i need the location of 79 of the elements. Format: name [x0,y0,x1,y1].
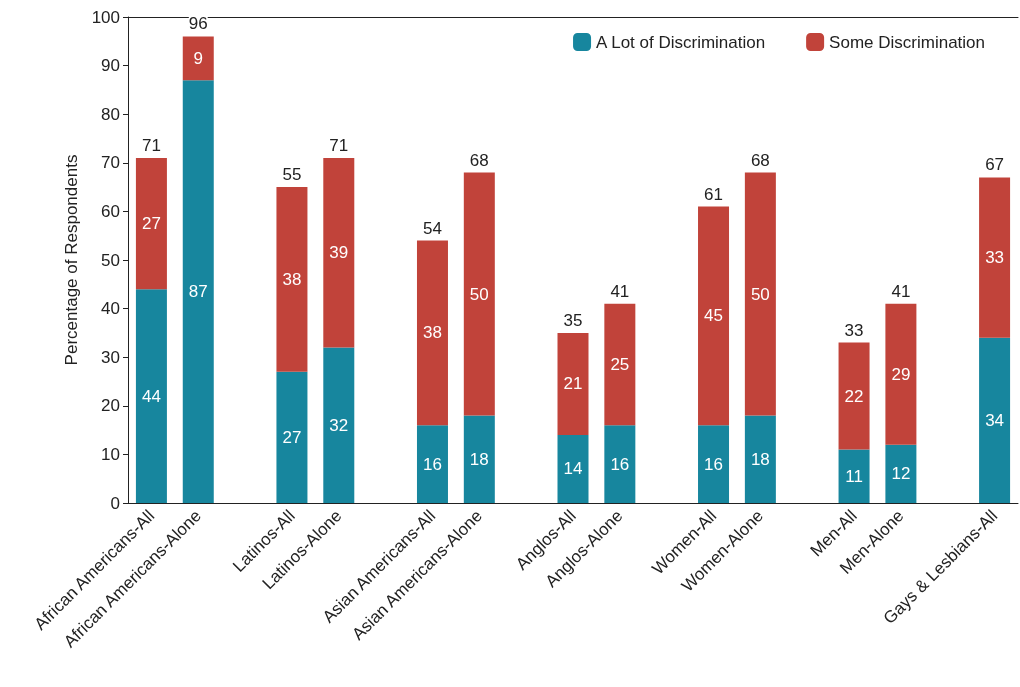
bar [885,303,917,445]
annotation: 41 [610,281,630,301]
data-label: 14 [563,459,583,479]
data-label: 16 [704,454,723,474]
y-tick-label: 0 [110,493,120,513]
data-label: 11 [845,466,863,486]
data-label: 32 [329,415,349,435]
bar [557,434,589,503]
data-label: 29 [891,364,911,384]
annotation: 71 [141,135,161,155]
legend-label: Some Discrimination [829,32,986,52]
y-tick-label: 80 [101,104,120,124]
bar [135,289,167,503]
data-label: 34 [985,410,1005,430]
annotation: 54 [423,218,442,238]
y-tick-label: 100 [91,7,120,27]
data-label: 16 [610,454,630,474]
bar [276,187,308,372]
bar [604,425,636,503]
bar [463,172,495,416]
data-label: 33 [985,248,1005,268]
data-label: 12 [891,464,911,484]
bar [885,444,917,503]
annotation: 68 [469,150,489,170]
bar [838,342,870,450]
data-label: 50 [469,284,489,304]
bar [557,332,589,435]
annotation: 33 [844,320,864,340]
annotation: 61 [704,184,723,204]
data-label: 27 [141,214,161,234]
data-label: 18 [750,449,770,469]
bar [463,415,495,503]
data-label: 18 [469,449,489,469]
y-tick-label: 50 [101,250,120,270]
data-label: 9 [193,48,203,68]
bar [135,157,167,290]
bar [276,371,308,503]
y-axis-title: Percentage of Respondents [62,154,81,366]
annotation: 96 [188,14,208,34]
bar [698,206,730,426]
y-tick-label: 90 [101,56,120,76]
annotation: 55 [282,165,302,185]
data-label: 22 [844,386,864,406]
bar [744,172,776,416]
bar [416,425,448,503]
data-label: 21 [563,374,583,394]
data-label: 27 [282,427,302,447]
y-tick-label: 30 [101,347,120,367]
annotation: 67 [985,155,1005,175]
data-label: 87 [188,282,208,302]
y-tick-label: 20 [101,396,120,416]
y-tick-label: 60 [101,201,120,221]
bar [979,177,1011,338]
bar [698,425,730,503]
data-label: 38 [282,269,302,289]
data-label: 16 [423,454,442,474]
annotation: 41 [891,281,911,301]
bar [979,337,1011,503]
bar [182,80,214,503]
data-label: 38 [423,323,442,343]
legend-label: A Lot of Discrimination [596,32,766,52]
annotation: 68 [750,150,770,170]
bar [838,449,870,503]
y-tick-label: 40 [101,299,120,319]
bar [416,240,448,426]
data-label: 44 [141,386,161,406]
bar [323,347,355,503]
bar [182,36,214,81]
y-tick-label: 10 [101,444,120,464]
bar [744,415,776,503]
annotation: 35 [563,310,583,330]
data-label: 25 [610,354,630,374]
y-tick-label: 70 [101,153,120,173]
annotation: 71 [329,135,349,155]
data-label: 39 [329,243,349,263]
data-label: 50 [750,284,770,304]
bar [323,157,355,348]
bar [604,303,636,426]
data-label: 45 [704,306,723,326]
